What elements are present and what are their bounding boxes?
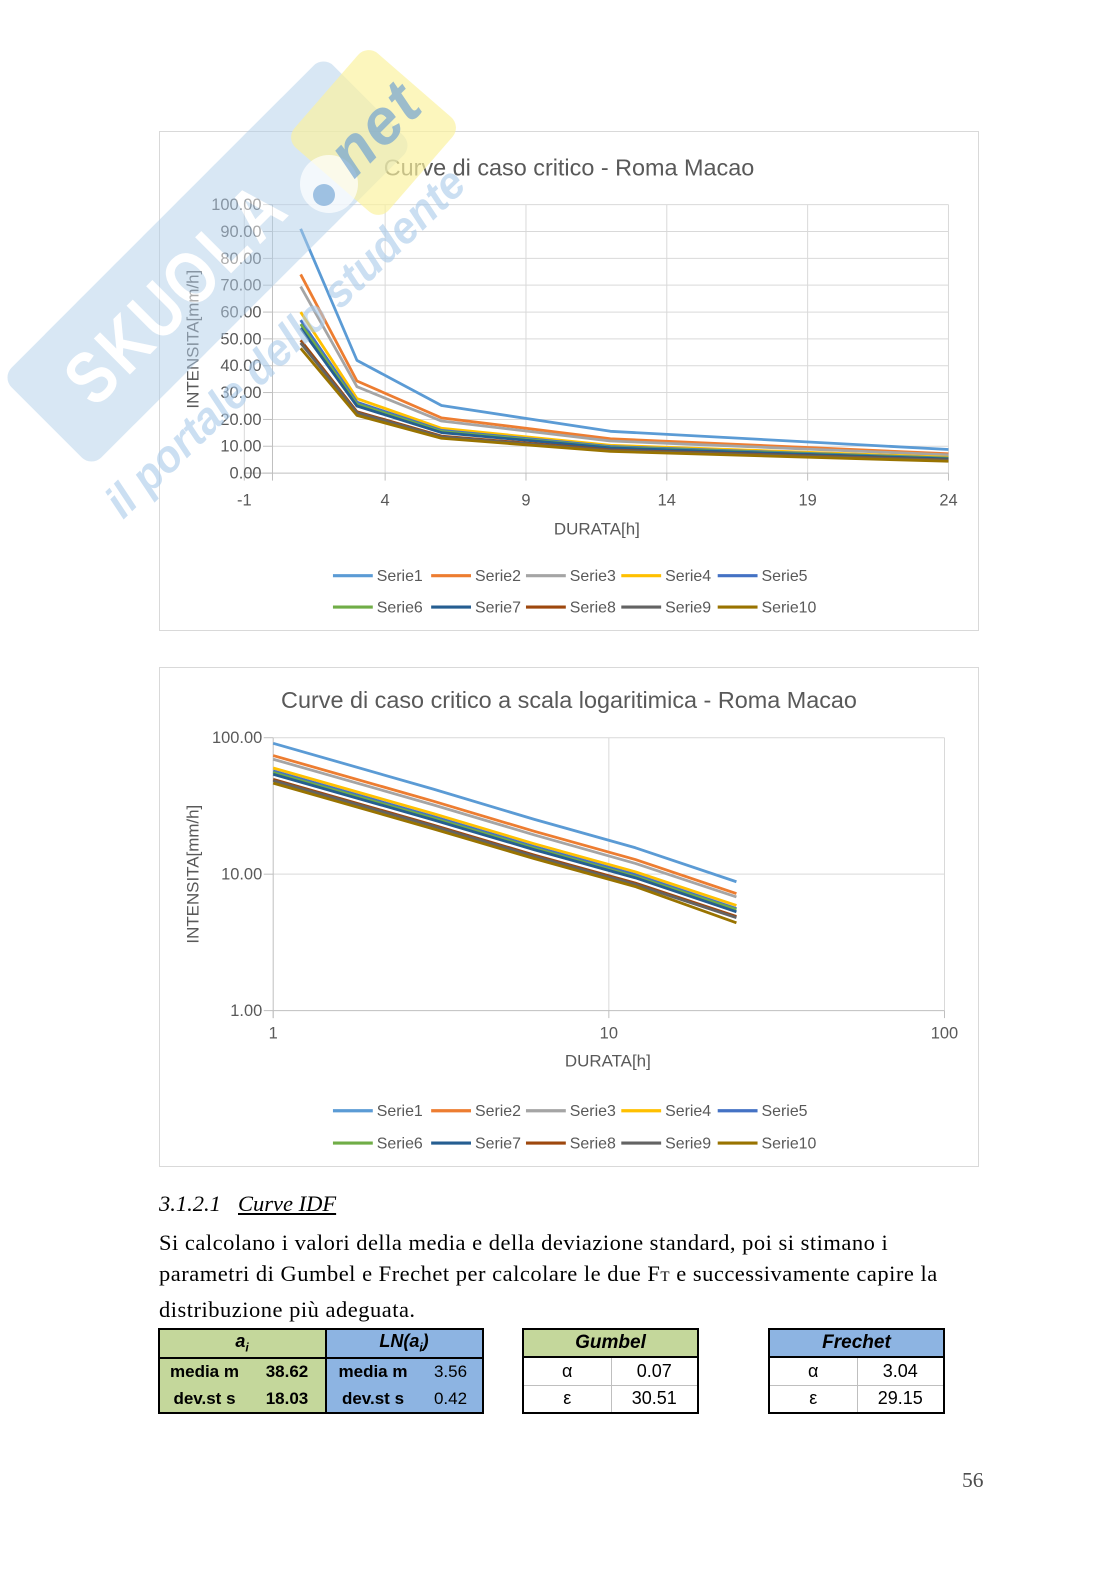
svg-text:Serie4: Serie4 xyxy=(665,568,711,585)
svg-text:DURATA[h]: DURATA[h] xyxy=(565,1051,651,1070)
svg-text:100.00: 100.00 xyxy=(212,729,262,747)
svg-text:24: 24 xyxy=(939,491,957,509)
svg-text:Serie5: Serie5 xyxy=(762,568,808,585)
svg-text:10: 10 xyxy=(600,1025,618,1043)
svg-text:Serie10: Serie10 xyxy=(762,1136,817,1153)
svg-text:Serie2: Serie2 xyxy=(475,1103,521,1120)
svg-text:1.00: 1.00 xyxy=(230,1002,262,1020)
svg-text:Serie6: Serie6 xyxy=(377,1136,423,1153)
svg-text:Curve di caso critico - Roma M: Curve di caso critico - Roma Macao xyxy=(384,154,754,180)
svg-text:4: 4 xyxy=(381,491,390,509)
svg-text:14: 14 xyxy=(658,491,676,509)
svg-text:DURATA[h]: DURATA[h] xyxy=(554,519,640,538)
svg-text:70.00: 70.00 xyxy=(220,277,261,295)
svg-text:Serie6: Serie6 xyxy=(377,600,423,617)
svg-text:Serie5: Serie5 xyxy=(762,1103,808,1120)
svg-text:Serie2: Serie2 xyxy=(475,568,521,585)
svg-text:Serie8: Serie8 xyxy=(570,1136,616,1153)
svg-text:1: 1 xyxy=(269,1025,278,1043)
svg-text:Serie3: Serie3 xyxy=(570,1103,616,1120)
svg-text:Serie3: Serie3 xyxy=(570,568,616,585)
svg-text:90.00: 90.00 xyxy=(220,223,261,241)
svg-text:Serie7: Serie7 xyxy=(475,600,521,617)
svg-text:Serie1: Serie1 xyxy=(377,568,423,585)
svg-text:-1: -1 xyxy=(237,491,252,509)
svg-text:0.00: 0.00 xyxy=(230,465,262,483)
svg-text:60.00: 60.00 xyxy=(220,304,261,322)
svg-text:Serie8: Serie8 xyxy=(570,600,616,617)
svg-text:50.00: 50.00 xyxy=(220,330,261,348)
svg-text:Serie4: Serie4 xyxy=(665,1103,711,1120)
svg-text:100: 100 xyxy=(931,1025,958,1043)
svg-text:40.00: 40.00 xyxy=(220,357,261,375)
svg-text:9: 9 xyxy=(521,491,530,509)
svg-text:Serie10: Serie10 xyxy=(762,600,817,617)
svg-text:Curve di caso critico a scala: Curve di caso critico a scala logaritimi… xyxy=(281,687,857,713)
svg-text:10.00: 10.00 xyxy=(221,866,262,884)
svg-text:Serie9: Serie9 xyxy=(665,600,711,617)
svg-text:Serie9: Serie9 xyxy=(665,1136,711,1153)
svg-text:30.00: 30.00 xyxy=(220,384,261,402)
svg-text:Serie1: Serie1 xyxy=(377,1103,423,1120)
svg-text:20.00: 20.00 xyxy=(220,411,261,429)
svg-text:100.00: 100.00 xyxy=(211,196,261,214)
svg-text:Serie7: Serie7 xyxy=(475,1136,521,1153)
svg-text:INTENSITA[mm/h]: INTENSITA[mm/h] xyxy=(183,270,202,409)
svg-text:10.00: 10.00 xyxy=(220,438,261,456)
svg-text:80.00: 80.00 xyxy=(220,250,261,268)
svg-text:INTENSITA[mm/h]: INTENSITA[mm/h] xyxy=(183,805,202,944)
svg-text:19: 19 xyxy=(799,491,817,509)
